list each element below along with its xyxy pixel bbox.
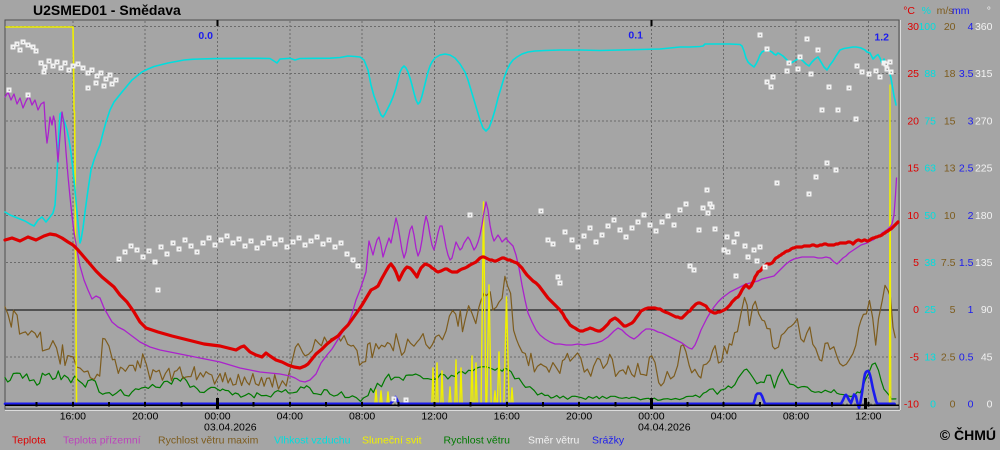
svg-text:100: 100 (918, 21, 936, 33)
svg-text:63: 63 (924, 163, 936, 175)
svg-text:25: 25 (924, 304, 936, 316)
svg-text:08:00: 08:00 (783, 411, 809, 423)
svg-text:10: 10 (907, 210, 919, 222)
svg-text:%: % (922, 5, 931, 17)
svg-text:12:00: 12:00 (421, 411, 447, 423)
svg-text:U2SMED01 - Smědava: U2SMED01 - Smědava (33, 2, 181, 18)
svg-text:30: 30 (907, 21, 919, 33)
svg-text:00:00: 00:00 (204, 411, 230, 423)
svg-text:Srážky: Srážky (592, 435, 625, 447)
svg-text:16:00: 16:00 (60, 411, 86, 423)
svg-text:04:00: 04:00 (711, 411, 737, 423)
svg-text:04:00: 04:00 (277, 411, 303, 423)
svg-text:03.04.2026: 03.04.2026 (204, 422, 257, 434)
svg-text:360: 360 (975, 21, 993, 33)
svg-text:20:00: 20:00 (566, 411, 592, 423)
svg-text:°: ° (987, 5, 991, 17)
svg-text:0: 0 (987, 399, 993, 411)
svg-text:0: 0 (950, 399, 956, 411)
svg-text:°C: °C (903, 5, 915, 17)
svg-text:Rychlost větru maxim: Rychlost větru maxim (158, 435, 259, 447)
svg-text:45: 45 (981, 351, 993, 363)
svg-text:Směr větru: Směr větru (528, 435, 580, 447)
svg-text:25: 25 (907, 68, 919, 80)
svg-text:Teplota: Teplota (12, 435, 46, 447)
svg-text:2.5: 2.5 (959, 163, 974, 175)
svg-text:90: 90 (981, 304, 993, 316)
svg-text:Teplota přízemní: Teplota přízemní (63, 435, 141, 447)
svg-text:0: 0 (930, 399, 936, 411)
svg-text:20:00: 20:00 (132, 411, 158, 423)
svg-text:0: 0 (913, 304, 919, 316)
svg-text:225: 225 (975, 163, 993, 175)
svg-text:2.5: 2.5 (941, 351, 956, 363)
svg-text:04.04.2026: 04.04.2026 (638, 422, 691, 434)
svg-text:315: 315 (975, 68, 993, 80)
svg-text:180: 180 (975, 210, 993, 222)
svg-text:5: 5 (950, 304, 956, 316)
svg-text:1.2: 1.2 (874, 32, 889, 44)
svg-text:7.5: 7.5 (941, 257, 956, 269)
svg-text:1.5: 1.5 (959, 257, 974, 269)
svg-text:-5: -5 (910, 351, 919, 363)
svg-text:4: 4 (968, 21, 974, 33)
svg-text:50: 50 (924, 210, 936, 222)
svg-text:m/s: m/s (937, 5, 954, 17)
svg-text:-10: -10 (904, 399, 919, 411)
svg-text:0.5: 0.5 (959, 351, 974, 363)
svg-text:15: 15 (944, 115, 956, 127)
svg-text:© ČHMÚ: © ČHMÚ (940, 426, 996, 443)
svg-text:13: 13 (944, 163, 956, 175)
svg-text:Vlhkost vzduchu: Vlhkost vzduchu (274, 435, 351, 447)
svg-text:Sluneční svit: Sluneční svit (362, 435, 422, 447)
svg-text:20: 20 (907, 115, 919, 127)
svg-text:Rychlost větru: Rychlost větru (444, 435, 511, 447)
svg-text:16:00: 16:00 (494, 411, 520, 423)
svg-text:15: 15 (907, 163, 919, 175)
svg-text:3.5: 3.5 (959, 68, 974, 80)
svg-text:75: 75 (924, 115, 936, 127)
svg-text:5: 5 (913, 257, 919, 269)
svg-text:0: 0 (968, 399, 974, 411)
svg-text:88: 88 (924, 68, 936, 80)
svg-text:00:00: 00:00 (638, 411, 664, 423)
svg-text:10: 10 (944, 210, 956, 222)
svg-text:38: 38 (924, 257, 936, 269)
svg-text:mm: mm (952, 5, 970, 17)
svg-text:18: 18 (944, 68, 956, 80)
svg-text:12:00: 12:00 (855, 411, 881, 423)
svg-text:1: 1 (968, 304, 974, 316)
svg-text:20: 20 (944, 21, 956, 33)
svg-text:0.0: 0.0 (198, 30, 213, 42)
svg-text:2: 2 (968, 210, 974, 222)
svg-text:08:00: 08:00 (349, 411, 375, 423)
svg-text:3: 3 (968, 115, 974, 127)
svg-text:13: 13 (924, 351, 936, 363)
svg-text:135: 135 (975, 257, 993, 269)
svg-text:270: 270 (975, 115, 993, 127)
svg-text:0.1: 0.1 (628, 30, 643, 42)
